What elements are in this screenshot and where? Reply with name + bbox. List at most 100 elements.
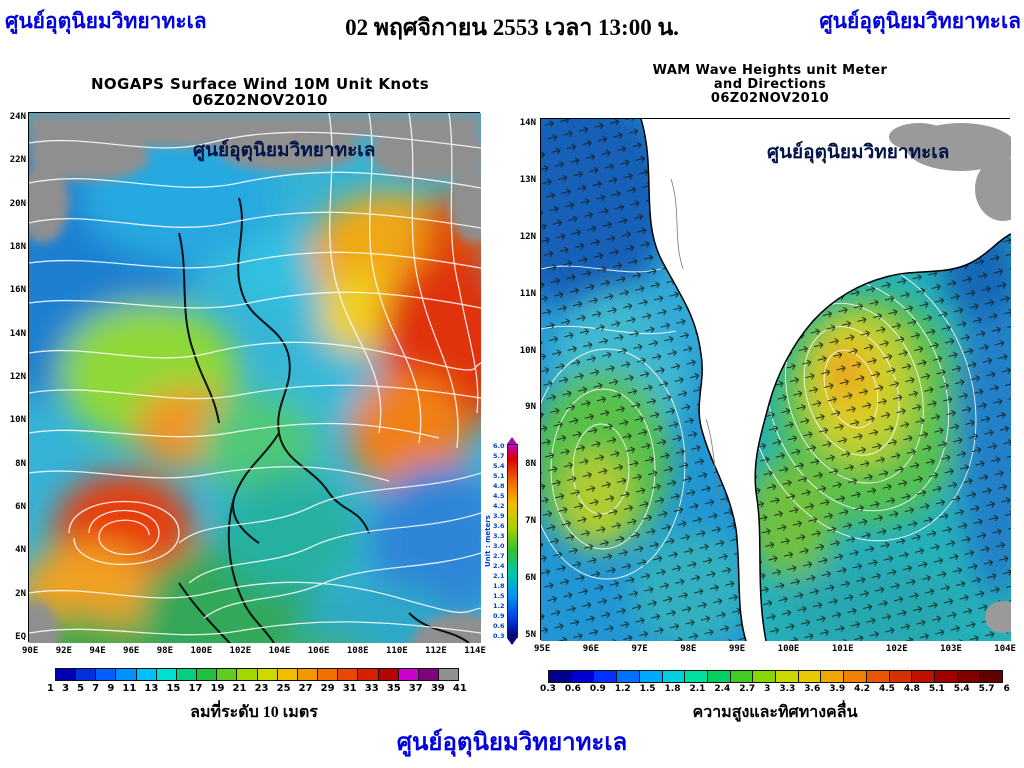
- tick-label: 3.6: [804, 684, 821, 694]
- tick-label: 9N: [525, 402, 536, 413]
- header-datetime: 02 พฤศจิกายน 2553 เวลา 13:00 น.: [345, 15, 679, 40]
- colorbar-cell: [912, 671, 935, 682]
- colorbar-cell: [136, 669, 157, 680]
- tick-label: 13: [144, 683, 159, 694]
- tick-label: 1: [47, 683, 54, 694]
- watermark-top-left: ศูนย์อุตุนิยมวิทยาทะเล: [5, 9, 207, 33]
- tick-label: 6N: [525, 573, 536, 583]
- tick-label: 114E: [464, 646, 486, 656]
- tick-label: 106E: [307, 646, 330, 656]
- tick-label: 3: [764, 684, 771, 694]
- tick-label: 22N: [9, 155, 26, 166]
- tick-label: 21: [232, 683, 247, 694]
- tick-label: 35: [386, 683, 401, 694]
- colorbar-cell: [980, 671, 1003, 682]
- wave-map-y-axis: 14N 13N 12N 11N 10N 9N 8N 7N 6N 5N: [512, 118, 536, 640]
- colorbar-cell: [821, 671, 845, 682]
- colorbar-cell: [378, 669, 399, 680]
- tick-label: 4.8: [903, 684, 920, 694]
- colorbar-cell: [549, 671, 572, 682]
- tick-label: 94E: [89, 646, 106, 656]
- tick-label: 92E: [55, 646, 72, 656]
- colorbar-cell: [662, 671, 686, 682]
- tick-label: 39: [430, 683, 445, 694]
- wave-map-title-block: WAM Wave Heights unit Meter and Directio…: [640, 63, 900, 106]
- tick-label: 2.4: [714, 684, 731, 694]
- tick-label: 12N: [519, 231, 536, 242]
- tick-label: 3.9: [829, 684, 846, 694]
- tick-label: 103E: [940, 644, 962, 654]
- colorbar-cell: [418, 669, 439, 680]
- tick-label: 0.6: [493, 622, 505, 630]
- colorbar-cell: [934, 671, 958, 682]
- tick-label: 101E: [831, 644, 854, 654]
- colorbar-cell: [438, 669, 459, 680]
- tick-label: 95E: [534, 644, 551, 654]
- tick-label: 10N: [519, 345, 536, 356]
- colorbar-cell: [156, 669, 177, 680]
- tick-label: 31: [342, 683, 357, 694]
- tick-label: 5.4: [493, 462, 505, 470]
- colorbar-cell: [277, 669, 298, 680]
- colorbar-cell: [889, 671, 913, 682]
- wave-colorbar-values: 0.3 0.6 0.9 1.2 1.5 1.8 2.1 2.4 2.7 3 3.3 3.6 3.9 4.2…: [540, 684, 1010, 694]
- tick-label: 0.3: [540, 684, 556, 694]
- tick-label: 3.0: [493, 542, 505, 550]
- tick-label: 6: [1003, 684, 1010, 694]
- tick-label: 5.7: [978, 684, 995, 694]
- tick-label: 104E: [994, 644, 1016, 654]
- tick-label: 12N: [9, 371, 26, 382]
- tick-label: 98E: [156, 646, 174, 656]
- watermark-top-right: ศูนย์อุตุนิยมวิทยาทะเล: [819, 9, 1021, 33]
- tick-label: 7N: [525, 516, 536, 527]
- colorbar-cell: [318, 669, 339, 680]
- tick-label: 8N: [15, 458, 26, 469]
- wind-map-x-axis: 90E 92E 94E 96E 98E 100E 102E 104E 106E 108E 110E 1…: [22, 646, 486, 656]
- tick-label: 41: [452, 683, 467, 694]
- tick-label: 2.7: [493, 552, 505, 560]
- tick-label: 3.6: [493, 522, 505, 530]
- wave-land-mask: [889, 123, 1011, 633]
- tick-label: 1.2: [614, 684, 631, 694]
- wave-map-x-axis: 95E 96E 97E 98E 99E 100E 101E 102E 103E 104E: [534, 644, 1016, 654]
- wind-map-title: NOGAPS Surface Wind 10M Unit Knots: [90, 75, 430, 93]
- tick-label: 1.5: [639, 684, 656, 694]
- tick-label: 3.9: [493, 512, 505, 520]
- tick-label: 10N: [9, 415, 26, 426]
- wave-map-graphic: [541, 119, 1011, 641]
- wind-map-y-axis: 24N 22N 20N 18N 16N 14N 12N 10N 8N 6N 4N 2N EQ: [2, 112, 26, 642]
- colorbar-cell: [594, 671, 618, 682]
- tick-label: 110E: [385, 646, 408, 656]
- wind-colorbar-values: 1 3 5 7 9 11 13 15 17 19 21 23 25 27 29 31 33 35 37 39 41: [47, 683, 467, 694]
- colorbar-arrow-down: [507, 638, 518, 645]
- colorbar-cell: [639, 671, 663, 682]
- tick-label: 1.8: [664, 684, 681, 694]
- tick-label: 23: [254, 683, 269, 694]
- tick-label: 5N: [525, 629, 536, 640]
- colorbar-cell: [237, 669, 258, 680]
- land-mask-layer: [29, 113, 481, 643]
- tick-label: 4.5: [879, 684, 895, 694]
- tick-label: 2N: [15, 588, 26, 599]
- tick-label: 6.0: [493, 442, 505, 450]
- tick-label: 90E: [22, 646, 39, 656]
- wave-colorbar: [548, 670, 1003, 683]
- wind-map: ศูนย์อุตุนิยมวิทยาทะเล: [28, 112, 481, 643]
- tick-label: 24N: [9, 112, 26, 122]
- colorbar-cell: [197, 669, 218, 680]
- tick-label: 20N: [9, 198, 26, 209]
- colorbar-cell: [56, 669, 77, 680]
- colorbar-cell: [257, 669, 278, 680]
- tick-label: 37: [408, 683, 423, 694]
- colorbar-cell: [844, 671, 867, 682]
- tick-label: 9: [107, 683, 115, 694]
- tick-label: 99E: [728, 644, 746, 654]
- tick-label: 100E: [190, 646, 213, 656]
- wave-map-watermark: ศูนย์อุตุนิยมวิทยาทะเล: [767, 142, 950, 163]
- colorbar-cell: [685, 671, 708, 682]
- colorbar-cell: [776, 671, 799, 682]
- wave-vertical-colorbar: Unit : meters 6.0 5.7 5.4 5.1 4.8 4.5 4.2 3.9 3.…: [484, 437, 518, 645]
- tick-label: 5.4: [953, 684, 970, 694]
- tick-label: 4N: [15, 545, 26, 556]
